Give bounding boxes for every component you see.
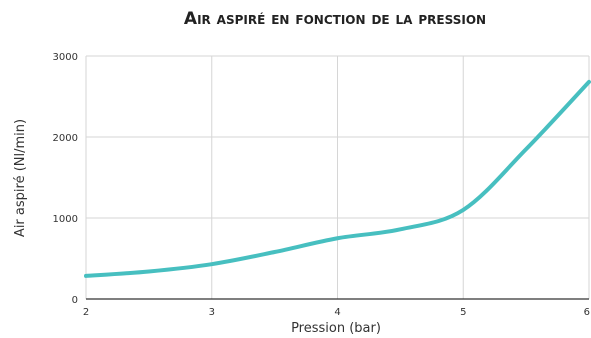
tick-labels: 2 3 4 5 6 0 1000 2000 3000 bbox=[53, 52, 590, 318]
grid bbox=[85, 55, 590, 300]
series-line bbox=[84, 79, 591, 278]
y-axis-title: Air aspiré (Nl/min) bbox=[13, 119, 28, 237]
x-axis-title: Pression (bar) bbox=[291, 321, 381, 336]
x-tick-label: 3 bbox=[209, 307, 215, 318]
x-tick-label: 2 bbox=[83, 307, 89, 318]
x-tick-label: 4 bbox=[334, 307, 340, 318]
y-tick-label: 0 bbox=[72, 295, 78, 306]
chart-title: Air aspiré en fonction de la pression bbox=[184, 9, 486, 29]
x-tick-label: 6 bbox=[584, 307, 590, 318]
x-tick-label: 5 bbox=[460, 307, 466, 318]
y-tick-label: 1000 bbox=[53, 214, 78, 225]
y-tick-label: 3000 bbox=[53, 52, 78, 63]
y-tick-label: 2000 bbox=[53, 133, 78, 144]
series-layer bbox=[84, 79, 591, 278]
